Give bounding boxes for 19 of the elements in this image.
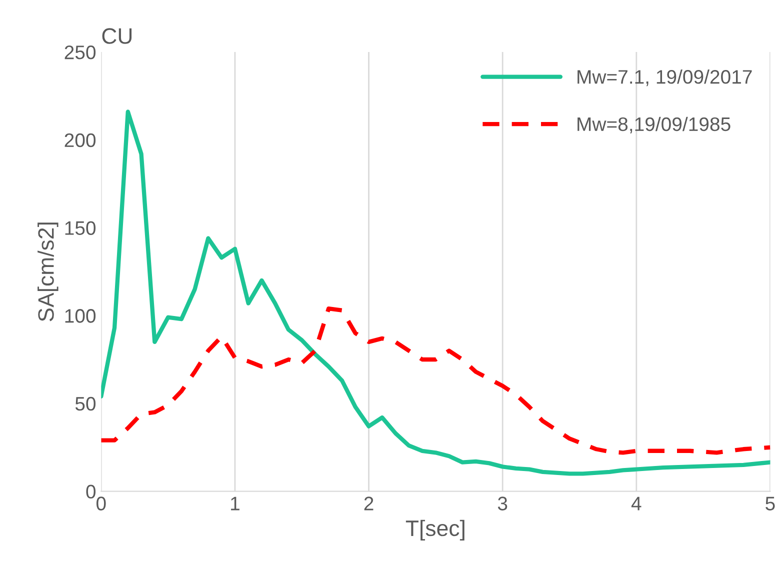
x-tick-label: 5 xyxy=(766,496,775,510)
chart-title: CU xyxy=(102,28,132,44)
y-tick-label: 150 xyxy=(65,221,96,235)
x-tick-label: 2 xyxy=(364,496,374,510)
x-tick-label: 0 xyxy=(96,496,106,510)
x-tick-label: 3 xyxy=(498,496,508,510)
x-tick-label: 1 xyxy=(231,496,240,510)
y-tick-label: 200 xyxy=(64,133,96,148)
line-series xyxy=(101,306,770,455)
y-tick-label: 50 xyxy=(75,396,96,411)
legend-label: Mw=8,19/09/1985 xyxy=(578,116,730,134)
x-axis-title: T[sec] xyxy=(406,520,464,541)
y-axis-title: SA[cm/s2] xyxy=(38,222,58,322)
legend-label: Mw=7.1, 19/09/2017 xyxy=(578,70,752,86)
y-tick-label: 0 xyxy=(86,484,96,499)
y-tick-label: 100 xyxy=(65,309,96,323)
x-tick-label: 4 xyxy=(631,496,642,510)
y-tick-label: 250 xyxy=(64,45,96,60)
line-series xyxy=(101,110,770,476)
